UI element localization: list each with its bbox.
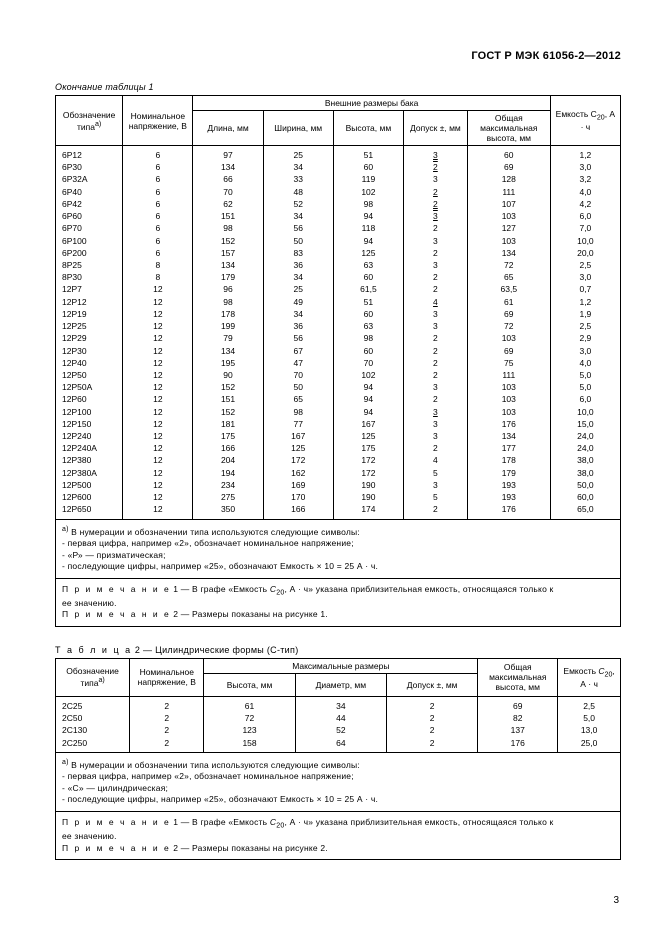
table-row: 8P30817934602653,0 [56,271,621,283]
table-row: 2C25261342692,5 [56,696,621,712]
t2-h-c3: Максимальные размеры [204,658,478,673]
table-row: 2C130212352213713,0 [56,724,621,736]
t1-h-c3: Внешние размеры бака [193,96,550,111]
table-row: 6P10061525094310310,0 [56,235,621,247]
t1-h-c32: Ширина, мм [263,111,333,146]
t2-note-b: П р и м е ч а н и е 1 — В графе «Емкость… [56,811,621,859]
t2-h-c31: Высота, мм [204,673,295,696]
t2-h-c4: Общая максимальная высота, мм [478,658,558,696]
table-2: Обозначение типаа) Номинальное напряжени… [55,658,621,860]
t2-h-c32: Диаметр, мм [295,673,386,696]
table-row: 12P251219936633722,5 [56,320,621,332]
table-row: 12P380A12194162172517938,0 [56,467,621,479]
table-row: 12P5012907010221115,0 [56,369,621,381]
t2-h-c33: Допуск ±, мм [387,673,478,696]
table-row: 12P301213467602693,0 [56,345,621,357]
table-row: 12P240A12166125175217724,0 [56,442,621,454]
t1-note-b: П р и м е ч а н и е 1 — В графе «Емкость… [56,578,621,626]
t1-note-sup: а) [62,526,69,533]
t1-h-c34: Допуск ±, мм [404,111,468,146]
t2-h-c1: Обозначение типа [66,666,119,688]
table-row: 12P60012275170190519360,0 [56,491,621,503]
table-row: 2C50272442825,0 [56,712,621,724]
table-row: 6P606151349431036,0 [56,210,621,222]
table-row: 6P706985611821277,0 [56,223,621,235]
table-row: 12P65012350166174217665,0 [56,504,621,520]
table-row: 12P1501218177167317615,0 [56,418,621,430]
table-row: 6P42662529821074,2 [56,198,621,210]
table-row: 6P30613434602693,0 [56,161,621,173]
table-1: Обозначение типаа) Номинальное напряжени… [55,95,621,627]
t1-note-a: а) В нумерации и обозначении типа исполь… [56,519,621,578]
table-row: 8P25813436633722,5 [56,259,621,271]
table-row: 12P24012175167125313424,0 [56,430,621,442]
t1-h-c1-sup: а) [95,120,101,128]
t1-h-c31: Длина, мм [193,111,263,146]
table1-caption: Окончание таблицы 1 [55,82,621,92]
t2-h-c2: Номинальное напряжение, В [130,658,204,696]
page: ГОСТ Р МЭК 61056-2—2012 Окончание таблиц… [0,0,661,936]
table-row: 12P291279569821032,9 [56,332,621,344]
t1-h-c2: Номинальное напряжение, В [129,111,187,131]
table-row: 2C250215864217625,0 [56,737,621,753]
table-row: 12P50A12152509431035,0 [56,381,621,393]
t1-h-c35: Общая максимальная высота, мм [467,111,550,146]
t1-h-c4sub: 20 [597,114,605,122]
table-row: 12P38012204172172417838,0 [56,455,621,467]
t1-h-c4a: Емкость С [556,109,597,119]
table-row: 12P191217834603691,9 [56,308,621,320]
table-row: 12P100121529894310310,0 [56,406,621,418]
doc-code: ГОСТ Р МЭК 61056-2—2012 [55,50,621,62]
table-row: 6P32A6663311931283,2 [56,174,621,186]
page-number: 3 [613,895,619,906]
table-row: 12P401219547702754,0 [56,357,621,369]
table-row: 6P200615783125213420,0 [56,247,621,259]
table-row: 12P50012234169190319350,0 [56,479,621,491]
table-row: 12P6012151659421036,0 [56,394,621,406]
t1-h-c1: Обозначение типа [63,110,116,132]
table2-caption: Т а б л и ц а 2 — Цилиндрические формы (… [55,645,621,655]
table-row: 12P712962561,5263,50,7 [56,284,621,296]
table-row: 6P1269725513601,2 [56,146,621,162]
table-row: 6P406704810221114,0 [56,186,621,198]
t1-h-c33: Высота, мм [333,111,403,146]
t2-note-a: а) В нумерации и обозначении типа исполь… [56,753,621,812]
table-row: 12P12129849514611,2 [56,296,621,308]
